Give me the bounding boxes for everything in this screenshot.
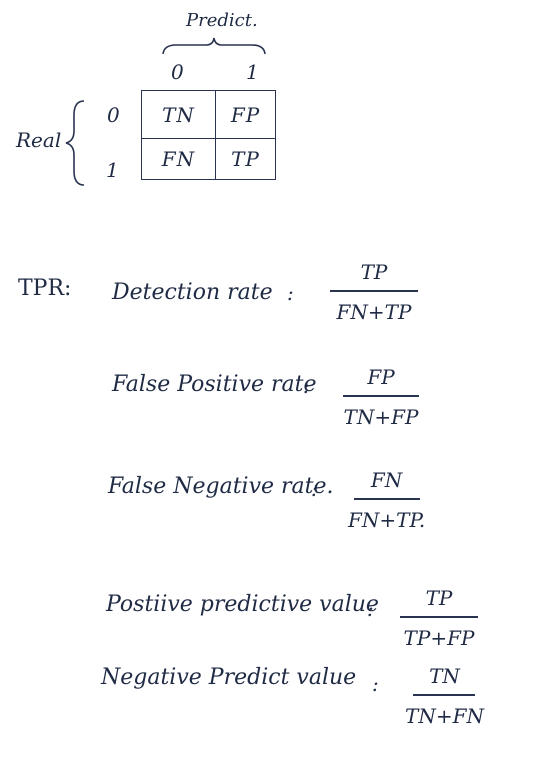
tpr-label: TPR: xyxy=(18,276,72,301)
row-label-1: 1 xyxy=(106,158,119,182)
metric-colon-4: : xyxy=(367,597,374,621)
fraction-negative-predict-value: TN TN+FN xyxy=(405,664,484,728)
denominator: FN+TP. xyxy=(348,507,426,532)
fraction-detection-rate: TP FN+TP xyxy=(330,260,418,324)
confusion-matrix: TN FP FN TP xyxy=(141,90,276,180)
predict-brace xyxy=(162,37,266,55)
metric-label-detection-rate: Detection rate xyxy=(112,280,273,305)
col-label-1: 1 xyxy=(246,60,259,84)
numerator: FN xyxy=(370,468,403,492)
numerator: FP xyxy=(367,365,395,389)
metric-colon-1: : xyxy=(287,281,294,305)
metric-label-false-negative-rate: False Negative rate. xyxy=(108,474,334,499)
denominator: TN+FN xyxy=(405,703,484,728)
metric-colon-2: : xyxy=(303,374,310,398)
fraction-bar xyxy=(343,395,419,397)
denominator: FN+TP xyxy=(336,299,412,324)
real-brace xyxy=(65,100,85,186)
fraction-false-positive-rate: FP TN+FP xyxy=(343,365,419,429)
cell-fp: FP xyxy=(215,91,275,138)
cell-tn: TN xyxy=(162,102,195,127)
fraction-bar xyxy=(330,290,418,292)
numerator: TN xyxy=(429,664,460,688)
metric-colon-5: : xyxy=(372,672,379,696)
row-label-0: 0 xyxy=(107,103,120,127)
metric-label-positive-predictive-value: Postiive predictive value xyxy=(106,592,379,617)
cell-tp: TP xyxy=(215,138,275,179)
fraction-bar xyxy=(353,498,420,500)
predict-label: Predict. xyxy=(186,10,258,31)
numerator: TP xyxy=(360,260,388,284)
cell-fn: FN xyxy=(142,138,215,179)
fraction-bar xyxy=(413,694,476,696)
fraction-false-negative-rate: FN FN+TP. xyxy=(348,468,425,532)
denominator: TP+FP xyxy=(403,625,475,650)
denominator: TN+FP xyxy=(343,404,419,429)
fraction-bar xyxy=(400,616,478,618)
numerator: TP xyxy=(425,586,453,610)
metric-label-negative-predict-value: Negative Predict value xyxy=(101,665,357,690)
col-label-0: 0 xyxy=(171,60,184,84)
metric-colon-3: : xyxy=(311,477,318,501)
fraction-positive-predictive-value: TP TP+FP xyxy=(400,586,478,650)
real-label: Real xyxy=(16,128,62,152)
metric-label-false-positive-rate: False Positive rate xyxy=(112,372,317,397)
